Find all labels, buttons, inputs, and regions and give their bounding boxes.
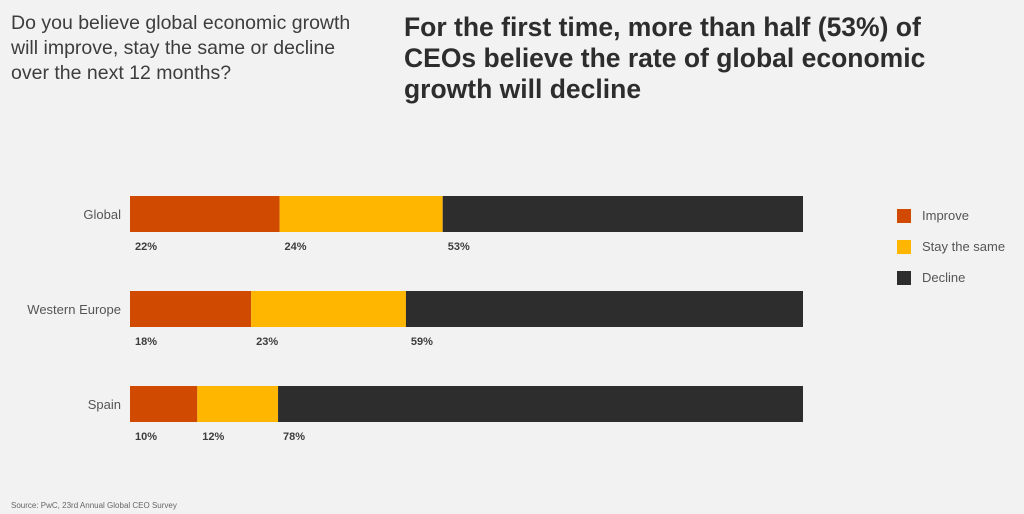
legend-swatch-stay-the-same bbox=[897, 239, 911, 254]
legend-item-decline: Decline bbox=[897, 262, 1005, 293]
bar-western-europe-improve bbox=[130, 291, 252, 327]
bar-spain-improve bbox=[130, 386, 198, 422]
value-label-global-decline: 53% bbox=[448, 241, 470, 253]
value-label-global-improve: 22% bbox=[135, 241, 157, 253]
category-label-global: Global bbox=[83, 207, 121, 222]
value-label-western-europe-improve: 18% bbox=[135, 336, 157, 348]
survey-question: Do you believe global economic growth wi… bbox=[11, 12, 351, 84]
legend: Improve Stay the same Decline bbox=[897, 200, 1005, 293]
legend-item-stay-the-same: Stay the same bbox=[897, 231, 1005, 262]
stacked-bar-chart: Global 22% 24% 53% Western Europe 18% 23% 59% Sp… bbox=[27, 196, 803, 443]
value-label-western-europe-decline: 59% bbox=[411, 336, 433, 348]
value-label-global-stay-the-same: 24% bbox=[285, 241, 307, 253]
value-label-spain-stay-the-same: 12% bbox=[202, 431, 224, 443]
value-label-spain-decline: 78% bbox=[283, 431, 305, 443]
bar-spain-stay-the-same bbox=[197, 386, 279, 422]
legend-label-decline: Decline bbox=[922, 270, 966, 285]
source-note: Source: PwC, 23rd Annual Global CEO Surv… bbox=[11, 501, 177, 510]
legend-label-stay-the-same: Stay the same bbox=[922, 239, 1006, 254]
legend-swatch-improve bbox=[897, 208, 911, 223]
category-label-spain: Spain bbox=[88, 397, 121, 412]
bar-global-improve bbox=[130, 196, 280, 232]
category-label-western-europe: Western Europe bbox=[27, 302, 121, 317]
bar-global-decline bbox=[442, 196, 803, 232]
legend-swatch-decline bbox=[897, 270, 911, 285]
bar-western-europe-decline bbox=[405, 291, 803, 327]
headline: For the first time, more than half (53%)… bbox=[404, 12, 926, 104]
bar-global-stay-the-same bbox=[279, 196, 443, 232]
value-label-spain-improve: 10% bbox=[135, 431, 157, 443]
bar-western-europe-stay-the-same bbox=[251, 291, 406, 327]
value-label-western-europe-stay-the-same: 23% bbox=[256, 336, 278, 348]
bar-spain-decline bbox=[278, 386, 803, 422]
legend-item-improve: Improve bbox=[897, 200, 1005, 231]
legend-label-improve: Improve bbox=[922, 208, 969, 223]
